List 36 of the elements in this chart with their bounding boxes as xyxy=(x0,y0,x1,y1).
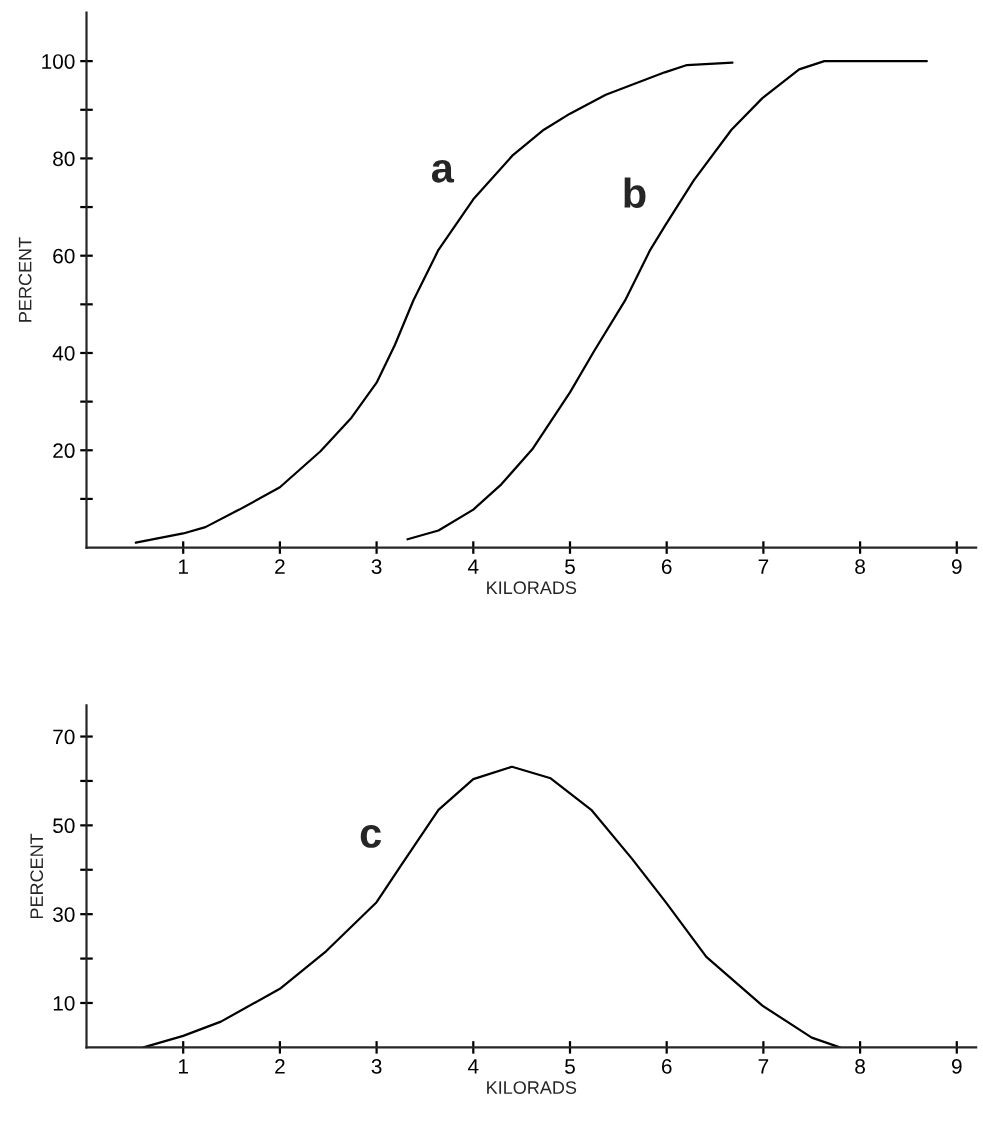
x-tick-label: 8 xyxy=(855,559,865,574)
x-tick-label: 8 xyxy=(855,1059,865,1074)
x-tick-label: 4 xyxy=(467,1059,479,1074)
x-tick-label: 4 xyxy=(467,559,479,574)
y-tick-label: 50 xyxy=(53,818,75,834)
y-tick-label: 70 xyxy=(53,729,75,745)
y-axis-title: PERCENT xyxy=(18,237,32,322)
y-axis-title: PERCENT xyxy=(30,833,44,919)
line-series xyxy=(406,60,928,541)
y-tick-label: 100 xyxy=(42,54,75,69)
y-tick-label: 60 xyxy=(53,248,75,264)
y-tick-label: 20 xyxy=(53,443,75,459)
x-tick-label: 5 xyxy=(565,559,575,574)
y-tick-label: 80 xyxy=(53,151,75,167)
x-tick-label: 5 xyxy=(565,1059,575,1074)
x-tick-label: 9 xyxy=(951,1059,962,1074)
y-tick-label: 40 xyxy=(52,345,75,361)
x-tick-label: 6 xyxy=(661,1059,672,1074)
x-tick-label: 1 xyxy=(179,1059,188,1074)
x-tick-label: 2 xyxy=(275,1059,285,1074)
x-tick-label: 6 xyxy=(661,559,672,574)
y-tick-label: 10 xyxy=(53,995,75,1011)
x-tick-label: 3 xyxy=(371,1059,382,1074)
annotation: a xyxy=(431,159,455,183)
x-tick-label: 1 xyxy=(179,559,188,574)
x-axis-title: KILORADS xyxy=(487,1081,577,1094)
x-tick-label: 3 xyxy=(371,559,382,574)
x-tick-label: 2 xyxy=(275,559,285,574)
x-tick-label: 7 xyxy=(758,559,769,574)
line-series xyxy=(134,61,734,544)
x-tick-label: 9 xyxy=(951,559,962,574)
y-tick-label: 30 xyxy=(53,907,75,922)
annotation: c xyxy=(360,825,382,848)
x-axis-title: KILORADS xyxy=(487,581,577,595)
x-tick-label: 7 xyxy=(758,1059,769,1074)
annotation: b xyxy=(624,177,646,208)
